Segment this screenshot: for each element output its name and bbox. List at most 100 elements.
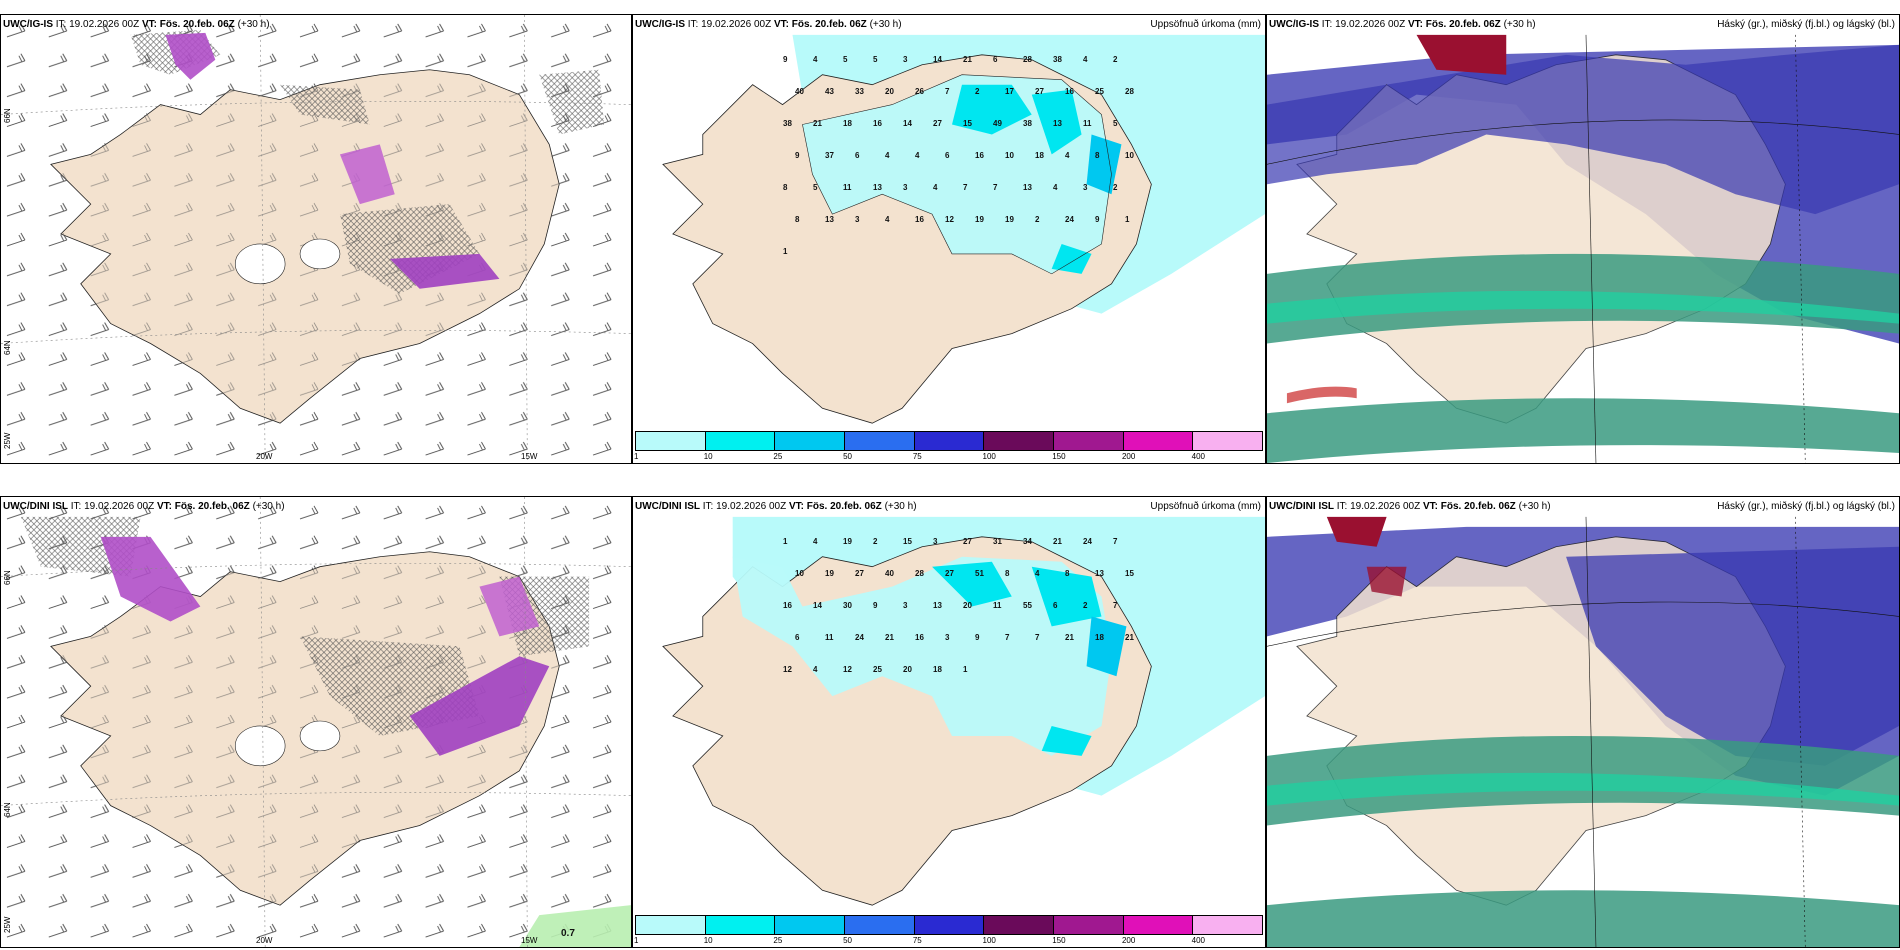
- precip-value: 3: [903, 601, 908, 610]
- precip-value: 18: [1035, 151, 1044, 160]
- precip-value: 2: [1035, 215, 1040, 224]
- wind-map: [1, 15, 631, 463]
- precip-value: 13: [1023, 183, 1032, 192]
- colorbar-bin: [705, 432, 776, 450]
- precip-value: 21: [963, 55, 972, 64]
- precip-value: 49: [993, 119, 1002, 128]
- precip-value: 17: [1005, 87, 1014, 96]
- precip-value: 10: [795, 569, 804, 578]
- precip-value: 3: [945, 633, 950, 642]
- precip-value: 15: [963, 119, 972, 128]
- precip-value: 18: [933, 665, 942, 674]
- precip-value: 4: [1053, 183, 1058, 192]
- precip-value: 20: [963, 601, 972, 610]
- colorbar-tick: 400: [1191, 936, 1206, 945]
- precip-value: 38: [1023, 119, 1032, 128]
- precip-value: 18: [1095, 633, 1104, 642]
- precip-value: 4: [1035, 569, 1040, 578]
- cloud-map: [1267, 34, 1899, 463]
- precip-colorbar: [635, 915, 1263, 935]
- colorbar-bin: [1123, 916, 1194, 934]
- lon-label: 15W: [521, 936, 538, 945]
- precip-value: 28: [1023, 55, 1032, 64]
- precip-value: 6: [945, 151, 950, 160]
- precip-value: 19: [843, 537, 852, 546]
- precip-value: 4: [1083, 55, 1088, 64]
- colorbar-bin: [1193, 432, 1263, 450]
- colorbar-tick: 50: [843, 936, 853, 945]
- precip-value: 14: [903, 119, 912, 128]
- model-name: UWC/DINI ISL: [3, 501, 68, 512]
- precip-value: 20: [885, 87, 894, 96]
- colorbar-bin: [1193, 916, 1263, 934]
- precip-value: 9: [873, 601, 878, 610]
- precip-value: 7: [945, 87, 950, 96]
- colorbar-bin: [705, 916, 776, 934]
- precip-value: 21: [1125, 633, 1134, 642]
- wind-map: [1, 497, 631, 947]
- precip-value: 18: [843, 119, 852, 128]
- lon-label-left: 25W: [3, 916, 12, 933]
- precip-value: 28: [915, 569, 924, 578]
- colorbar-bin: [775, 432, 846, 450]
- precip-map: [662, 34, 1265, 424]
- colorbar-bin: [636, 916, 706, 934]
- colorbar-tick: 10: [703, 452, 713, 461]
- lat-label: 66N: [3, 108, 12, 123]
- precip-value: 25: [1095, 87, 1104, 96]
- precip-value: 8: [1005, 569, 1010, 578]
- colorbar-bin: [984, 916, 1055, 934]
- panel-wind-row1: UWC/IG-IS IT: 19.02.2026 00Z VT: Fös. 20…: [0, 14, 632, 464]
- precip-value: 8: [795, 215, 800, 224]
- precip-value: 2: [1083, 601, 1088, 610]
- precip-value: 38: [783, 119, 792, 128]
- precip-colorbar: [635, 431, 1263, 451]
- precip-value: 21: [1065, 633, 1074, 642]
- panel-cloud-row1: UWC/IG-IS IT: 19.02.2026 00Z VT: Fös. 20…: [1266, 14, 1900, 464]
- precip-value: 8: [1065, 569, 1070, 578]
- corner-value: 0.7: [561, 928, 575, 939]
- colorbar-bin: [984, 432, 1055, 450]
- precip-value: 9: [795, 151, 800, 160]
- precip-title: Uppsöfnuð úrkoma (mm): [1150, 501, 1261, 512]
- precip-value: 4: [1065, 151, 1070, 160]
- lat-label: 64N: [3, 340, 12, 355]
- colorbar-tick: 200: [1121, 936, 1136, 945]
- precip-title: Uppsöfnuð úrkoma (mm): [1150, 19, 1261, 30]
- lon-label: 20W: [256, 936, 273, 945]
- precip-value: 27: [963, 537, 972, 546]
- precip-value: 1: [783, 247, 788, 256]
- colorbar-bin: [775, 916, 846, 934]
- precip-value: 2: [975, 87, 980, 96]
- cloud-title: Háský (gr.), miðský (fj.bl.) og lágský (…: [1717, 501, 1895, 512]
- precip-value: 2: [1113, 183, 1118, 192]
- colorbar-tick: 150: [1052, 936, 1066, 945]
- precip-value: 5: [873, 55, 878, 64]
- precip-value: 51: [975, 569, 984, 578]
- precip-value: 7: [993, 183, 998, 192]
- precip-value: 40: [885, 569, 894, 578]
- colorbar-bin: [845, 916, 915, 934]
- precip-value: 28: [1125, 87, 1134, 96]
- precip-value: 1: [963, 665, 968, 674]
- precip-value: 3: [903, 183, 908, 192]
- precip-value: 16: [915, 633, 924, 642]
- precip-value: 1: [783, 537, 788, 546]
- precip-value: 4: [933, 183, 938, 192]
- colorbar-bin: [1123, 432, 1194, 450]
- precip-value: 25: [873, 665, 882, 674]
- colorbar-tick: 10: [703, 936, 713, 945]
- precip-value: 24: [855, 633, 864, 642]
- colorbar-ticks: 1 10 25 50 75 100 150 200 400: [634, 936, 1263, 946]
- precip-value: 11: [1083, 119, 1092, 128]
- precip-value: 4: [885, 215, 890, 224]
- colorbar-tick: 200: [1121, 452, 1136, 461]
- precip-value: 15: [1125, 569, 1134, 578]
- precip-value: 16: [975, 151, 984, 160]
- precip-value: 16: [1065, 87, 1074, 96]
- precip-value: 2: [1113, 55, 1118, 64]
- precip-value: 3: [903, 55, 908, 64]
- colorbar-tick: 400: [1191, 452, 1206, 461]
- precip-value: 4: [813, 55, 818, 64]
- precip-value: 10: [1125, 151, 1134, 160]
